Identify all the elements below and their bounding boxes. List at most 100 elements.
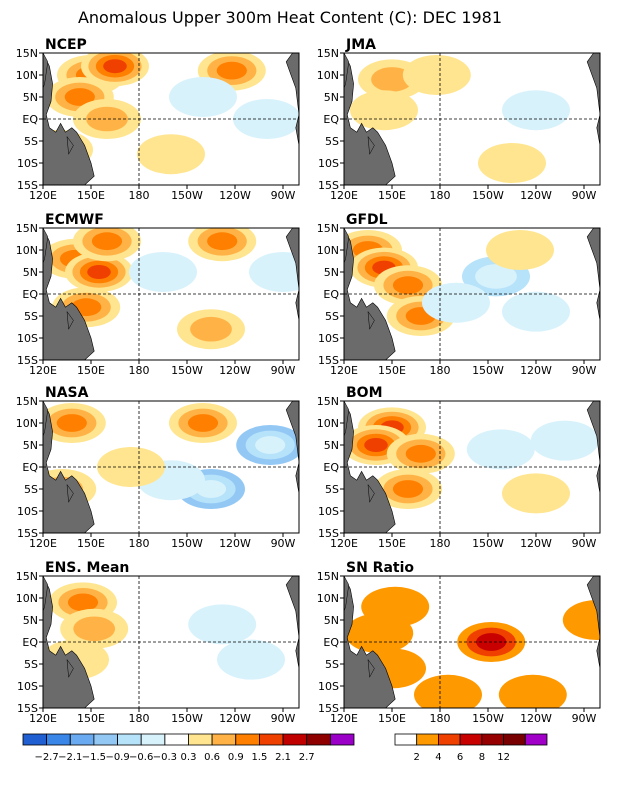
- anomaly-colorbar-swatch: [306, 733, 331, 746]
- sn-colorbar-swatch: [459, 733, 483, 746]
- x-tick-label: 90W: [271, 712, 296, 725]
- y-tick-label: 15S: [17, 702, 38, 715]
- y-tick-label: EQ: [323, 636, 339, 649]
- y-tick-label: 15N: [16, 47, 38, 60]
- island-1: [66, 310, 74, 331]
- sn-colorbar-swatch: [524, 733, 548, 746]
- y-tick-label: 10N: [16, 417, 38, 430]
- panel-title: ECMWF: [45, 212, 104, 228]
- x-tick-label: 120W: [219, 712, 251, 725]
- island-0: [43, 401, 49, 437]
- anomaly-colorbar-swatch: [93, 733, 118, 746]
- y-tick-label: 10S: [17, 157, 38, 170]
- x-tick-label: 90W: [271, 537, 296, 550]
- panel-sn-ratio: 120E 150E 180 150W 120W 90W 15N 10N 5N EQ 5S 10S 15S…: [317, 560, 601, 725]
- anomaly-blob-1-level-1: [73, 616, 116, 642]
- anomaly-blob-4-level-2: [207, 232, 238, 251]
- island-0: [43, 576, 49, 612]
- figure-title: Anomalous Upper 300m Heat Content (C): D…: [78, 8, 502, 27]
- y-tick-label: 15S: [17, 179, 38, 192]
- x-tick-label: 120E: [330, 189, 358, 202]
- anomaly-blob-2-level-2: [392, 276, 424, 295]
- y-tick-label: EQ: [323, 113, 339, 126]
- anomaly-colorbar-swatch: [282, 733, 308, 746]
- x-tick-label: 120W: [219, 189, 251, 202]
- anomaly-blob-8-level-0: [137, 134, 205, 175]
- sn-colorbar-label: 2: [414, 752, 420, 763]
- island-1: [66, 135, 74, 156]
- anomaly-colorbar-label: 0.3: [181, 752, 197, 763]
- land-west: [344, 576, 396, 708]
- y-tick-label: 10N: [16, 69, 38, 82]
- anomaly-blob-2-level-2: [405, 444, 436, 463]
- anomaly-colorbar-label: 2.7: [299, 752, 315, 763]
- anomaly-blob-6-level-0: [562, 600, 600, 640]
- y-tick-label: 5N: [324, 91, 339, 104]
- y-tick-label: 5N: [324, 614, 339, 627]
- x-tick-label: 150W: [472, 537, 504, 550]
- anomaly-colorbar-swatch: [258, 733, 284, 746]
- island-1: [367, 135, 375, 156]
- anomaly-blob-1-level-0: [350, 90, 418, 131]
- x-tick-label: 90W: [572, 189, 597, 202]
- y-tick-label: 5N: [324, 266, 339, 279]
- sn-ratio-colorbar: 2 4 6 8 12: [394, 733, 548, 763]
- y-tick-label: 10S: [17, 332, 38, 345]
- anomaly-colorbar-label: −2.1: [58, 752, 82, 763]
- anomaly-colorbar-label: −0.6: [129, 752, 153, 763]
- land-west: [344, 228, 396, 360]
- sn-colorbar-swatch: [503, 733, 526, 746]
- anomaly-blob-1-level-3: [103, 59, 127, 74]
- y-tick-label: 15S: [318, 527, 339, 540]
- anomaly-colorbar: −2.7 −2.1 −1.5 −0.9 −0.6 −0.3 0.3 0.6 0.9 1.5 2.1 2…: [22, 733, 355, 763]
- anomaly-colorbar-label: −1.5: [82, 752, 106, 763]
- sn-colorbar-label: 4: [435, 752, 441, 763]
- anomaly-blob-0-level-1: [371, 67, 413, 92]
- panel-title: JMA: [345, 37, 376, 53]
- anomaly-blob-4-level-1: [86, 106, 128, 132]
- x-tick-label: 120W: [520, 364, 552, 377]
- sn-colorbar-label: 6: [457, 752, 463, 763]
- y-tick-label: 10S: [318, 505, 339, 518]
- island-0: [344, 228, 350, 264]
- island-1: [66, 483, 74, 504]
- anomaly-blob-2-level-0: [402, 55, 471, 95]
- x-tick-label: 180: [430, 189, 451, 202]
- anomaly-blob-2-level-2: [64, 88, 95, 106]
- y-tick-label: 5S: [24, 483, 38, 496]
- x-tick-label: 120W: [219, 364, 251, 377]
- anomaly-blob-4-level-1: [475, 264, 517, 289]
- anomaly-blob-5-level-2: [216, 61, 247, 80]
- x-tick-label: 150W: [171, 189, 203, 202]
- anomaly-blob-5-level-0: [422, 282, 490, 323]
- anomaly-blob-5-level-0: [498, 674, 567, 708]
- land-west: [344, 401, 396, 533]
- x-tick-label: 150E: [378, 189, 406, 202]
- x-tick-label: 150E: [378, 537, 406, 550]
- panels: 120E 150E 180 150W 120W 90W 15N 10N 5N EQ 5S 10S 15S…: [16, 37, 601, 725]
- anomaly-blob-1-level-0: [345, 613, 414, 654]
- anomaly-colorbar-swatch: [22, 733, 48, 746]
- x-tick-label: 150E: [77, 189, 105, 202]
- panel-ecmwf: 120E 150E 180 150W 120W 90W 15N 10N 5N EQ 5S 10S 15S…: [16, 212, 300, 377]
- y-tick-label: 10S: [17, 680, 38, 693]
- x-tick-label: 90W: [271, 189, 296, 202]
- x-tick-label: 90W: [271, 364, 296, 377]
- anomaly-colorbar-label: −2.7: [34, 752, 58, 763]
- anomaly-colorbar-label: −0.9: [105, 752, 129, 763]
- x-tick-label: 90W: [572, 364, 597, 377]
- sn-colorbar-swatch: [394, 733, 418, 746]
- panel-title: GFDL: [346, 212, 388, 228]
- panel-nasa: 120E 150E 180 150W 120W 90W 15N 10N 5N EQ 5S 10S 15S…: [16, 385, 300, 550]
- anomaly-blob-4-level-0: [466, 429, 535, 470]
- anomaly-colorbar-swatch: [329, 733, 355, 746]
- anomaly-blob-5-level-1: [190, 316, 232, 342]
- x-tick-label: 150W: [472, 189, 504, 202]
- land-east: [285, 401, 299, 494]
- anomaly-colorbar-label: 1.5: [251, 752, 267, 763]
- y-tick-label: 10S: [318, 157, 339, 170]
- anomaly-colorbar-swatch: [211, 733, 237, 746]
- y-tick-label: 15N: [317, 395, 339, 408]
- x-tick-label: 120E: [330, 537, 358, 550]
- y-tick-label: 5N: [23, 266, 38, 279]
